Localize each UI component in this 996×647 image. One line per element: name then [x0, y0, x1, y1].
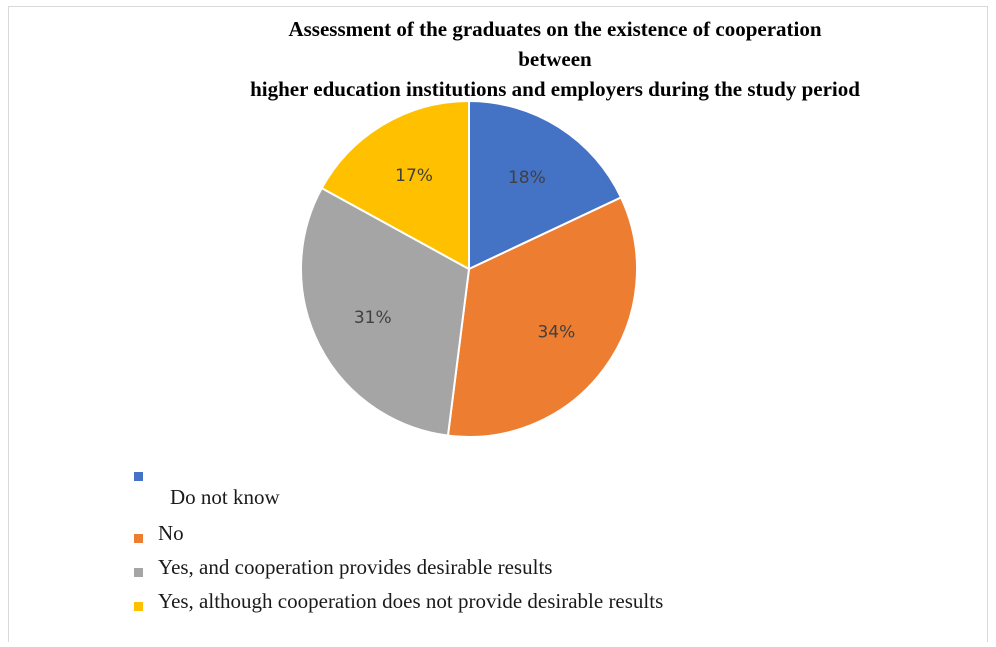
chart-title-line-2: between [518, 47, 592, 71]
pie-slice-2 [299, 186, 471, 437]
legend-label-3: Yes, although cooperation does not provi… [158, 589, 664, 613]
legend-item-1: No [134, 520, 184, 554]
legend-marker-3 [134, 602, 143, 611]
chart-title: Assessment of the graduates on the exist… [0, 14, 996, 104]
legend-label-2: Yes, and cooperation provides desirable … [158, 555, 553, 579]
slice-data-label-0: 18% [508, 168, 546, 188]
pie-slice-3 [320, 99, 470, 271]
slice-data-label-1: 34% [537, 322, 575, 342]
slice-data-label-2: 31% [354, 308, 392, 328]
pie-slice-0 [468, 99, 623, 271]
legend-item-3: Yes, although cooperation does not provi… [134, 588, 663, 622]
legend-marker-1 [134, 534, 143, 543]
chart-frame [8, 6, 988, 642]
chart-title-line-1: Assessment of the graduates on the exist… [288, 17, 822, 41]
legend-label-1: No [158, 521, 184, 545]
legend-label-0: Do not know [170, 485, 280, 509]
legend-item-0: Do not know [134, 470, 280, 520]
slice-data-label-3: 17% [395, 166, 433, 186]
chart-legend: Do not know No Yes, and cooperation provid… [134, 470, 663, 622]
chart-title-line-3: higher education institutions and employ… [250, 77, 860, 101]
pie-slice-1 [446, 196, 638, 438]
legend-marker-0 [134, 472, 143, 481]
legend-item-2: Yes, and cooperation provides desirable … [134, 554, 552, 588]
legend-marker-2 [134, 568, 143, 577]
